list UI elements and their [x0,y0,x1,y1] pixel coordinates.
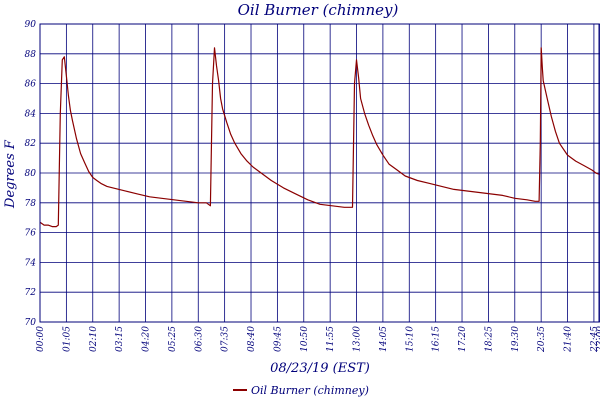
x-tick-label: 03:15 [115,326,125,352]
x-tick-label: 10:50 [300,326,310,352]
x-tick-label: 01:05 [62,326,72,352]
y-tick-label: 90 [25,20,37,30]
y-tick-label: 74 [25,258,37,268]
grid [39,23,600,323]
x-tick-label: 07:35 [221,326,231,352]
legend-label: Oil Burner (chimney) [251,384,369,397]
y-tick-label: 72 [25,288,37,298]
y-tick-labels: 70 72 74 76 78 80 82 84 86 88 90 [25,20,37,328]
y-tick-label: 76 [25,229,37,239]
x-tick-label: 22:45 [590,326,600,353]
x-tick-label: 14:05 [379,326,389,352]
series-group [39,47,600,228]
plot-frame [39,23,600,323]
x-tick-label: 19:30 [511,326,521,352]
series-line [39,47,600,228]
legend: Oil Burner (chimney) [233,384,369,397]
x-tick-label: 21:40 [564,326,574,353]
x-tick-label: 05:25 [168,326,178,352]
x-tick-label: 18:25 [484,326,494,352]
chart-title: Oil Burner (chimney) [238,1,399,19]
x-tick-label: 04:20 [142,326,152,352]
x-tick-label: 16:15 [432,326,442,352]
x-tick-label: 09:45 [273,326,283,352]
y-axis-label: Degrees F [3,139,18,209]
x-tick-label: 06:30 [194,326,204,352]
x-tick-label: 15:10 [405,326,415,352]
x-tick-labels: 00:00 01:05 02:10 03:15 04:20 05:25 06:30 07:35… [36,326,600,353]
x-tick-label: 23:00 [596,326,600,353]
y-tick-label: 88 [25,50,37,60]
x-tick-label: 08:40 [247,326,257,352]
x-tick-label: 11:55 [326,326,336,352]
y-tick-label: 84 [25,109,37,119]
y-tick-label: 82 [25,139,37,149]
x-tick-label: 17:20 [458,326,468,352]
x-tick-label: 02:10 [89,326,99,352]
x-tick-label: 20:35 [537,326,547,353]
x-tick-label: 00:00 [36,326,46,352]
x-tick-label: 13:00 [353,326,363,352]
y-tick-label: 70 [25,318,37,328]
y-tick-label: 80 [25,169,37,179]
x-axis-label: 08/23/19 (EST) [270,361,370,376]
y-tick-label: 86 [25,80,37,90]
y-tick-label: 78 [25,199,37,209]
